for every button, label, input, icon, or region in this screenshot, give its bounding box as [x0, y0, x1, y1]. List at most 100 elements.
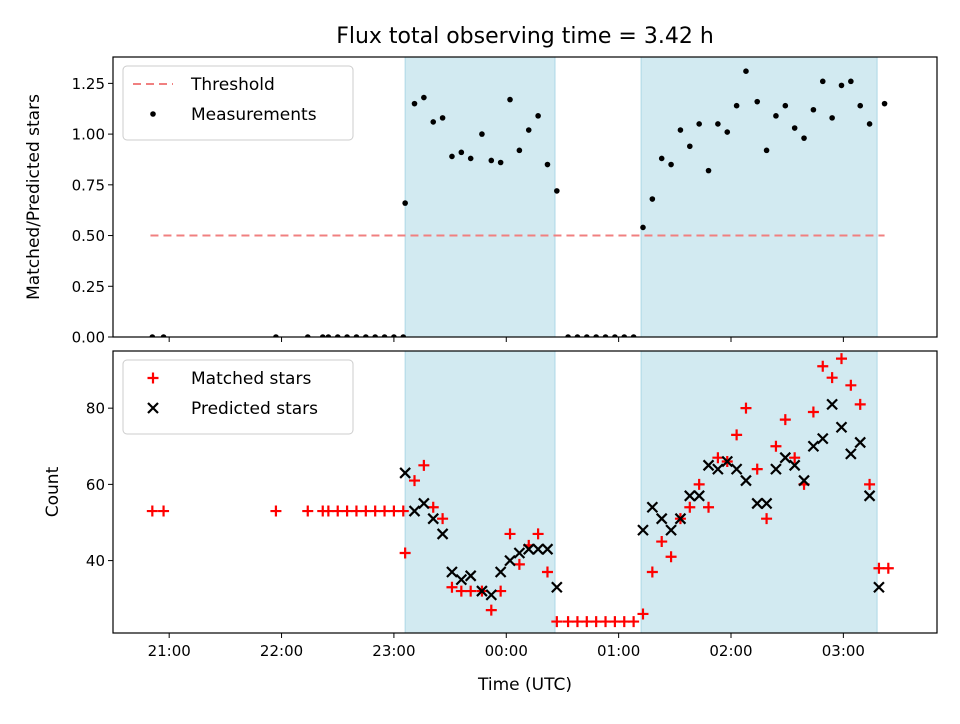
- data-point: [693, 478, 705, 490]
- data-point: [513, 547, 526, 559]
- data-point: [270, 505, 282, 517]
- data-point: [465, 585, 477, 597]
- data-point: [507, 96, 513, 103]
- data-point: [668, 161, 674, 168]
- legend-label: Matched stars: [191, 369, 311, 389]
- observing-interval-2: [640, 350, 878, 634]
- data-point: [612, 334, 618, 337]
- data-point: [408, 505, 421, 517]
- data-point: [565, 334, 571, 337]
- data-point: [826, 398, 838, 411]
- data-point: [544, 161, 551, 168]
- legend-label: Measurements: [191, 105, 317, 125]
- data-point: [360, 505, 372, 517]
- data-point: [334, 334, 341, 337]
- data-point: [740, 402, 752, 414]
- data-point: [449, 153, 455, 160]
- data-point: [791, 125, 798, 131]
- y-tick-label: 80: [86, 400, 105, 418]
- data-point: [369, 505, 381, 517]
- data-point: [810, 106, 817, 113]
- y-tick-label: 0.50: [72, 227, 105, 245]
- data-point: [479, 131, 485, 137]
- data-point: [807, 440, 820, 453]
- x-tick-label: 21:00: [148, 642, 191, 660]
- data-point: [807, 406, 819, 418]
- data-point: [149, 334, 156, 337]
- data-point: [863, 490, 876, 502]
- data-point: [779, 451, 792, 464]
- data-point: [488, 157, 495, 164]
- data-point: [693, 490, 705, 502]
- data-point: [740, 474, 752, 487]
- data-point: [715, 121, 721, 127]
- observing-interval-2: [640, 56, 878, 338]
- data-point: [864, 478, 876, 490]
- y-axis-label: Matched/Predicted stars: [24, 94, 44, 300]
- data-point: [640, 224, 646, 231]
- data-point: [551, 616, 563, 628]
- data-point: [646, 501, 659, 514]
- data-point: [593, 334, 599, 337]
- data-point: [674, 512, 687, 525]
- observing-interval-1: [404, 350, 556, 634]
- data-point: [656, 536, 668, 548]
- data-point: [421, 94, 427, 101]
- x-tick-label: 01:00: [597, 642, 640, 660]
- data-point: [516, 147, 523, 154]
- data-point: [712, 452, 724, 464]
- y-tick-label: 0.25: [72, 278, 105, 296]
- data-point: [497, 159, 504, 166]
- data-point: [411, 100, 418, 107]
- data-point: [724, 129, 731, 135]
- data-point: [532, 543, 544, 555]
- y-tick-label: 1.00: [72, 126, 105, 144]
- data-point: [857, 102, 864, 109]
- data-point: [773, 113, 779, 119]
- data-point: [418, 459, 430, 471]
- data-point: [703, 501, 715, 513]
- data-point: [760, 497, 773, 510]
- data-point: [427, 501, 439, 513]
- bottom-panel: 40 60 80 21:00 22:00 23:00 00:00 01:00 02:00 03:0…: [43, 350, 938, 660]
- data-point: [541, 543, 554, 555]
- data-point: [751, 497, 763, 510]
- data-point: [705, 167, 712, 174]
- data-point: [665, 524, 677, 536]
- data-point: [350, 505, 362, 517]
- x-axis-label: Time (UTC): [477, 675, 572, 695]
- data-point: [353, 334, 360, 337]
- data-point: [494, 566, 507, 578]
- data-point: [535, 113, 541, 119]
- legend-label: Threshold: [190, 75, 275, 95]
- data-point: [770, 440, 782, 452]
- data-point: [464, 570, 477, 582]
- data-point: [687, 143, 693, 150]
- x-tick-label: 02:00: [709, 642, 752, 660]
- data-point: [437, 513, 449, 525]
- data-layer: [149, 68, 888, 337]
- data-point: [621, 334, 628, 337]
- observing-interval-1: [404, 56, 556, 338]
- y-tick-label: 0.00: [72, 329, 105, 347]
- data-point: [816, 432, 829, 445]
- data-point: [476, 585, 488, 597]
- data-point: [418, 497, 430, 510]
- data-point: [446, 566, 458, 578]
- x-tick-label: 23:00: [372, 642, 415, 660]
- data-point: [637, 608, 649, 620]
- data-point: [854, 398, 866, 410]
- data-point: [819, 78, 826, 85]
- data-point: [835, 353, 847, 365]
- data-point: [866, 121, 873, 127]
- legend-swatch-x: [147, 402, 159, 414]
- y-tick-label: 40: [86, 552, 105, 570]
- data-point: [602, 334, 609, 337]
- y-axis-label: Count: [43, 466, 63, 517]
- data-point: [829, 115, 835, 121]
- data-point: [658, 155, 665, 162]
- legend-label: Predicted stars: [191, 399, 318, 419]
- data-point: [397, 505, 409, 517]
- data-point: [399, 547, 411, 559]
